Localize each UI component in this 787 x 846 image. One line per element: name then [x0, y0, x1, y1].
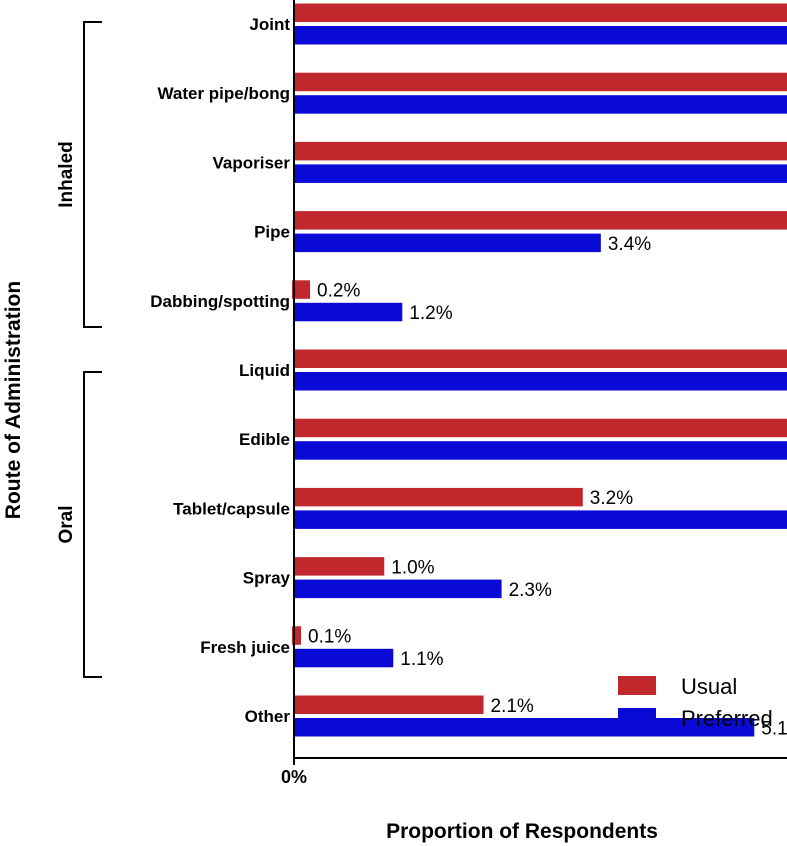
legend-label-usual: Usual [681, 674, 737, 699]
bar-usual-tablet-capsule [294, 487, 583, 507]
bar-usual-spray [294, 557, 385, 576]
category-label-other: Other [245, 707, 291, 726]
x-ticks-layer: 0%10%20%30%40% [281, 758, 307, 787]
bar-usual-pipe [294, 211, 787, 230]
bracket-oral [83, 371, 102, 678]
category-label-edible: Edible [239, 430, 290, 449]
legend-swatch-preferred [618, 708, 656, 727]
value-labels-layer: 25.3%12.9%19.7%9.0%17.3%23.7%8.9%3.4%0.2… [308, 234, 787, 739]
bar-usual-water-pipe-bong [294, 72, 787, 92]
value-label-preferred-fresh-juice: 1.1% [400, 649, 443, 670]
value-label-usual-fresh-juice: 0.1% [308, 627, 351, 648]
legend-label-preferred: Preferred [681, 706, 773, 731]
bar-usual-other [294, 695, 484, 714]
category-label-liquid: Liquid [239, 361, 290, 380]
bars-layer [292, 3, 787, 737]
bar-usual-vaporiser [294, 141, 787, 161]
bar-preferred-spray [294, 579, 502, 599]
bar-preferred-water-pipe-bong [294, 95, 787, 114]
category-label-spray: Spray [243, 569, 291, 588]
bar-preferred-joint [294, 26, 787, 45]
bar-usual-liquid [294, 349, 787, 368]
category-label-tablet-capsule: Tablet/capsule [173, 499, 290, 518]
y-axis-title: Route of Administration [2, 281, 25, 519]
category-label-dabbing-spotting: Dabbing/spotting [150, 292, 290, 311]
value-label-preferred-other: 5.1% [761, 718, 787, 739]
bar-usual-edible [294, 418, 787, 438]
bar-preferred-pipe [294, 233, 601, 253]
value-label-usual-other: 2.1% [491, 696, 534, 717]
category-label-fresh-juice: Fresh juice [200, 638, 290, 657]
group-label-oral: Oral [56, 505, 77, 543]
bar-preferred-dabbing-spotting [294, 302, 403, 322]
bar-preferred-vaporiser [294, 164, 787, 183]
group-label-inhaled: Inhaled [56, 141, 77, 208]
group-brackets-layer: Inhaled Oral [56, 21, 102, 678]
bar-usual-fresh-juice [292, 626, 302, 645]
x-tick-label-0: 0% [281, 767, 307, 787]
category-labels-layer: Joint Water pipe/bong Vaporiser Pipe Dabbing… [150, 15, 290, 726]
category-label-vaporiser: Vaporiser [213, 153, 291, 172]
value-label-usual-spray: 1.0% [391, 557, 434, 578]
value-label-usual-dabbing-spotting: 0.2% [317, 281, 360, 302]
axes-layer [293, 0, 787, 759]
bracket-inhaled [83, 21, 102, 328]
bar-preferred-tablet-capsule [294, 510, 787, 529]
bar-preferred-edible [294, 441, 787, 460]
bar-preferred-liquid [294, 372, 787, 391]
value-label-preferred-dabbing-spotting: 1.2% [409, 303, 452, 324]
value-label-preferred-pipe: 3.4% [608, 234, 651, 255]
bar-usual-joint [294, 3, 787, 22]
bar-preferred-fresh-juice [294, 648, 394, 668]
legend-swatch-usual [618, 676, 656, 695]
category-label-water-pipe-bong: Water pipe/bong [157, 84, 290, 103]
value-label-usual-tablet-capsule: 3.2% [590, 488, 633, 509]
category-label-joint: Joint [249, 15, 290, 34]
legend: Usual Preferred [618, 674, 773, 731]
x-axis-title: Proportion of Respondents [386, 820, 658, 843]
category-label-pipe: Pipe [254, 223, 290, 242]
bar-usual-dabbing-spotting [292, 280, 311, 299]
value-label-preferred-spray: 2.3% [509, 580, 552, 601]
